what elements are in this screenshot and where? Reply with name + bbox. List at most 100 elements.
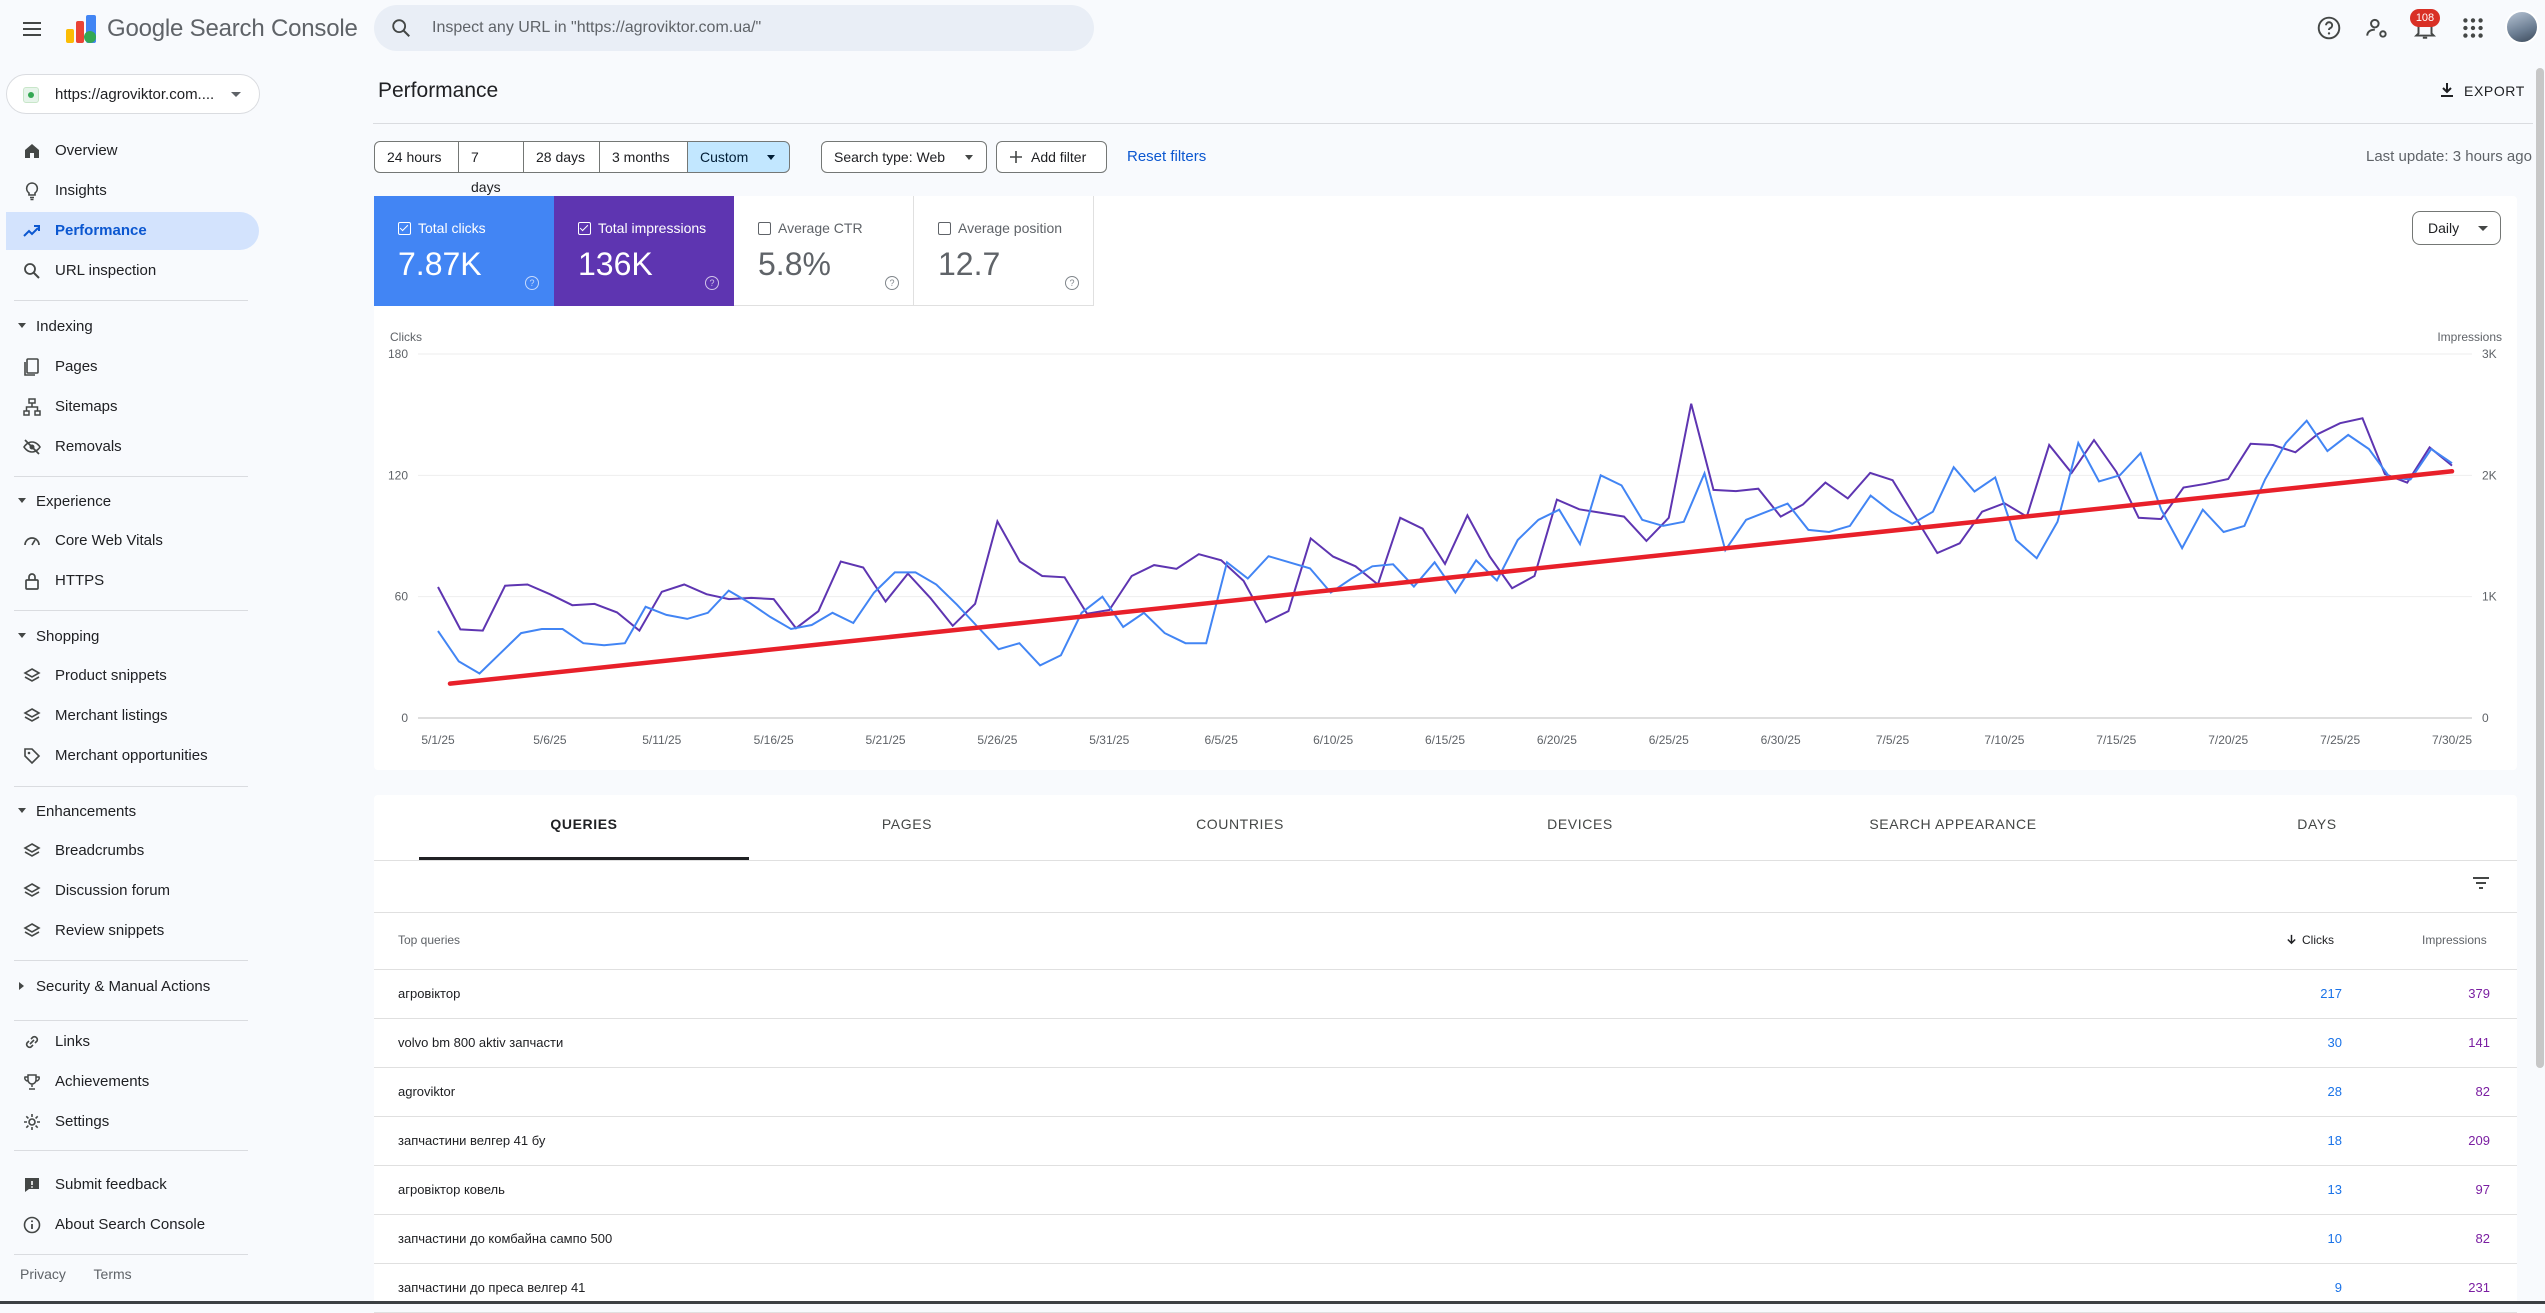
clicks-cell: 9 xyxy=(2334,1280,2342,1295)
query-cell[interactable]: volvo bm 800 aktiv запчасти xyxy=(398,1035,564,1050)
sidebar-item-settings[interactable]: Settings xyxy=(6,1103,259,1141)
tab-devices[interactable]: DEVICES xyxy=(1547,816,1613,832)
help-icon[interactable] xyxy=(2316,15,2342,41)
row-divider xyxy=(374,1067,2517,1068)
x-tick-label: 5/26/25 xyxy=(977,733,1017,747)
sidebar-item-pages[interactable]: Pages xyxy=(6,348,259,386)
checkbox-checked[interactable] xyxy=(398,222,411,235)
add-filter-label: Add filter xyxy=(1031,149,1087,165)
menu-icon[interactable] xyxy=(20,17,44,41)
x-tick-label: 6/25/25 xyxy=(1649,733,1689,747)
sidebar-item-label: Merchant listings xyxy=(55,707,168,724)
sidebar-item-performance[interactable]: Performance xyxy=(6,212,259,250)
header-impressions[interactable]: Impressions xyxy=(2422,933,2487,947)
help-icon[interactable]: ? xyxy=(1065,276,1079,290)
sidebar-item-merchant-listings[interactable]: Merchant listings xyxy=(6,697,259,735)
help-icon[interactable]: ? xyxy=(525,276,539,290)
sidebar-divider xyxy=(14,1150,248,1151)
metric-average-ctr[interactable]: Average CTR 5.8% ? xyxy=(734,196,914,306)
y-right-tick-label: 0 xyxy=(2482,711,2489,725)
date-chip-28d[interactable]: 28 days xyxy=(523,141,600,173)
section-title: Indexing xyxy=(36,318,93,335)
manage-users-icon[interactable] xyxy=(2364,15,2390,41)
sidebar-item-https[interactable]: HTTPS xyxy=(6,562,259,600)
query-cell[interactable]: запчастини до преса велгер 41 xyxy=(398,1280,586,1295)
tab-pages[interactable]: PAGES xyxy=(881,816,933,832)
query-cell[interactable]: запчастини до комбайна сампо 500 xyxy=(398,1231,613,1246)
search-type-filter[interactable]: Search type: Web xyxy=(821,141,987,173)
granularity-label: Daily xyxy=(2428,220,2460,236)
home-icon xyxy=(25,144,39,158)
page-scrollbar[interactable] xyxy=(2536,68,2544,1068)
query-cell[interactable]: агровіктор xyxy=(398,986,461,1001)
url-inspect-search[interactable] xyxy=(374,5,1094,51)
checkbox-checked[interactable] xyxy=(578,222,591,235)
url-inspect-input[interactable] xyxy=(430,13,1070,43)
sidebar-item-core-web-vitals[interactable]: Core Web Vitals xyxy=(6,522,259,560)
metric-value: 136K xyxy=(578,246,653,282)
layers-icon xyxy=(23,708,41,722)
help-icon[interactable]: ? xyxy=(885,276,899,290)
sidebar-item-review-snippets[interactable]: Review snippets xyxy=(6,912,259,950)
sidebar-divider xyxy=(14,476,248,477)
sidebar-item-breadcrumbs[interactable]: Breadcrumbs xyxy=(6,832,259,870)
date-chip-7d[interactable]: 7 days xyxy=(458,141,524,195)
sidebar-item-insights[interactable]: Insights xyxy=(6,172,259,210)
tab-countries[interactable]: COUNTRIES xyxy=(1196,816,1284,832)
privacy-link[interactable]: Privacy xyxy=(20,1266,66,1282)
sidebar-item-removals[interactable]: Removals xyxy=(6,428,259,466)
sidebar-item-sitemaps[interactable]: Sitemaps xyxy=(6,388,259,426)
dimensions-table-card xyxy=(374,795,2517,1304)
filter-list-icon[interactable] xyxy=(2470,872,2492,894)
date-chip-3m[interactable]: 3 months xyxy=(599,141,688,173)
sidebar-item-label: Links xyxy=(55,1033,91,1050)
sidebar-item-product-snippets[interactable]: Product snippets xyxy=(6,657,259,695)
row-divider xyxy=(374,1214,2517,1215)
last-update-text: Last update: 3 hours ago xyxy=(2366,148,2532,165)
add-filter-button[interactable]: Add filter xyxy=(996,141,1107,173)
x-tick-label: 6/15/25 xyxy=(1425,733,1465,747)
checkbox-unchecked[interactable] xyxy=(938,222,951,235)
y-right-tick-label: 1K xyxy=(2482,590,2497,604)
checkbox-unchecked[interactable] xyxy=(758,222,771,235)
sidebar-item-discussion-forum[interactable]: Discussion forum xyxy=(6,872,259,910)
metric-total-clicks[interactable]: Total clicks 7.87K ? xyxy=(374,196,554,306)
query-cell[interactable]: запчастини велгер 41 бу xyxy=(398,1133,546,1148)
footer-links: Privacy Terms xyxy=(20,1266,156,1282)
export-label: EXPORT xyxy=(2464,83,2525,99)
tab-days[interactable]: DAYS xyxy=(2297,816,2337,832)
sidebar-item-label: Core Web Vitals xyxy=(55,532,163,549)
granularity-dropdown[interactable]: Daily xyxy=(2412,211,2501,245)
metric-average-position[interactable]: Average position 12.7 ? xyxy=(914,196,1094,306)
y-left-tick-label: 60 xyxy=(395,590,409,604)
header-top-queries[interactable]: Top queries xyxy=(398,933,461,947)
tab-search-appearance[interactable]: SEARCH APPEARANCE xyxy=(1869,816,2037,832)
sidebar-item-label: Removals xyxy=(55,438,122,455)
reset-filters-link[interactable]: Reset filters xyxy=(1127,148,1207,165)
account-avatar[interactable] xyxy=(2505,10,2539,44)
sidebar-item-about[interactable]: About Search Console xyxy=(6,1206,259,1244)
page-title: Performance xyxy=(378,79,499,102)
sidebar-item-url-inspection[interactable]: URL inspection xyxy=(6,252,259,290)
date-chip-custom[interactable]: Custom xyxy=(687,141,790,173)
apps-grid-icon[interactable] xyxy=(2460,15,2486,41)
sidebar-item-overview[interactable]: Overview xyxy=(6,132,259,170)
sidebar-item-submit-feedback[interactable]: Submit feedback xyxy=(6,1166,259,1204)
query-cell[interactable]: агровіктор ковель xyxy=(398,1182,505,1197)
header-clicks[interactable]: Clicks xyxy=(2286,933,2334,947)
x-tick-label: 7/25/25 xyxy=(2320,733,2360,747)
sidebar-item-achievements[interactable]: Achievements xyxy=(6,1063,259,1101)
metric-total-impressions[interactable]: Total impressions 136K ? xyxy=(554,196,734,306)
query-cell[interactable]: agroviktor xyxy=(398,1084,456,1099)
help-icon[interactable]: ? xyxy=(705,276,719,290)
tab-queries[interactable]: QUERIES xyxy=(550,816,618,832)
property-selector[interactable]: https://agroviktor.com.... xyxy=(6,74,260,114)
row-divider xyxy=(374,1116,2517,1117)
sidebar-item-merchant-opportunities[interactable]: Merchant opportunities xyxy=(6,737,259,775)
terms-link[interactable]: Terms xyxy=(93,1266,132,1282)
clicks-cell: 18 xyxy=(2327,1133,2342,1148)
y-left-tick-label: 0 xyxy=(401,711,408,725)
sidebar-item-links[interactable]: Links xyxy=(6,1023,259,1061)
date-chip-24h[interactable]: 24 hours xyxy=(374,141,459,173)
section-title: Shopping xyxy=(36,628,100,645)
